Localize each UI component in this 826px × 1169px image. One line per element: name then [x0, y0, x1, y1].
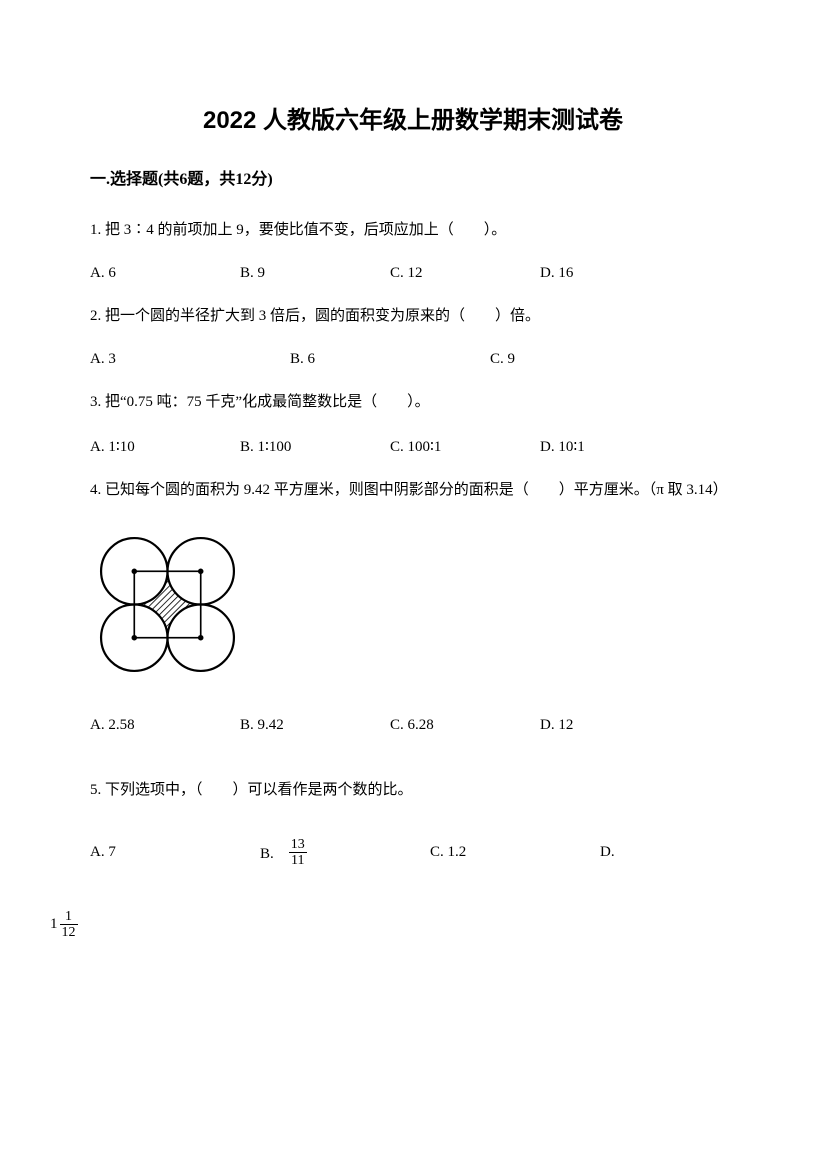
- q5-opt-d-mixed: 1 1 12: [50, 909, 78, 941]
- q5-d-denominator: 12: [60, 925, 78, 940]
- question-2-options: A. 3 B. 6 C. 9: [90, 351, 736, 368]
- q4-opt-d: D. 12: [540, 717, 690, 734]
- q5-b-denominator: 11: [289, 853, 307, 868]
- four-circles-diagram: [90, 527, 245, 682]
- q3-opt-b: B. 1∶100: [240, 437, 390, 456]
- question-1-options: A. 6 B. 9 C. 12 D. 16: [90, 265, 736, 282]
- question-2-text: 2. 把一个圆的半径扩大到 3 倍后，圆的面积变为原来的（ ）倍。: [90, 300, 736, 333]
- page-title: 2022 人教版六年级上册数学期末测试卷: [90, 100, 736, 135]
- question-4-options: A. 2.58 B. 9.42 C. 6.28 D. 12: [90, 717, 736, 734]
- question-3-text: 3. 把“0.75 吨：75 千克”化成最简整数比是（ ）。: [90, 386, 736, 419]
- question-1-text: 1. 把 3∶4 的前项加上 9，要使比值不变，后项应加上（ ）。: [90, 214, 736, 247]
- q5-opt-c: C. 1.2: [430, 844, 600, 861]
- q2-opt-a: A. 3: [90, 351, 290, 368]
- q2-opt-b: B. 6: [290, 351, 490, 368]
- q5-opt-d-fraction: 1 12: [60, 909, 78, 941]
- q3-opt-d: D. 10∶1: [540, 437, 690, 456]
- question-5-text: 5. 下列选项中，（ ）可以看作是两个数的比。: [90, 774, 736, 807]
- q2-opt-c: C. 9: [490, 351, 690, 368]
- q1-opt-d: D. 16: [540, 265, 690, 282]
- question-1: 1. 把 3∶4 的前项加上 9，要使比值不变，后项应加上（ ）。: [90, 214, 736, 247]
- question-4: 4. 已知每个圆的面积为 9.42 平方厘米，则图中阴影部分的面积是（ ）平方厘…: [90, 474, 736, 507]
- q4-opt-a: A. 2.58: [90, 717, 240, 734]
- question-3: 3. 把“0.75 吨：75 千克”化成最简整数比是（ ）。: [90, 386, 736, 419]
- question-3-options: A. 1∶10 B. 1∶100 C. 100∶1 D. 10∶1: [90, 437, 736, 456]
- q5-opt-a: A. 7: [90, 844, 260, 861]
- q5-opt-d: D.: [600, 844, 770, 861]
- q5-opt-b: B. 13 11: [260, 837, 430, 869]
- question-2: 2. 把一个圆的半径扩大到 3 倍后，圆的面积变为原来的（ ）倍。: [90, 300, 736, 333]
- q1-opt-a: A. 6: [90, 265, 240, 282]
- q3-opt-c: C. 100∶1: [390, 437, 540, 456]
- q1-opt-b: B. 9: [240, 265, 390, 282]
- question-4-text: 4. 已知每个圆的面积为 9.42 平方厘米，则图中阴影部分的面积是（ ）平方厘…: [90, 474, 736, 507]
- q5-opt-b-prefix: B.: [260, 842, 289, 863]
- q3-opt-a: A. 1∶10: [90, 437, 240, 456]
- q4-opt-b: B. 9.42: [240, 717, 390, 734]
- q5-d-whole: 1: [50, 916, 58, 933]
- q5-b-numerator: 13: [289, 837, 307, 853]
- question-5-options: A. 7 B. 13 11 C. 1.2 D.: [90, 837, 736, 869]
- q5-opt-b-fraction: 13 11: [289, 837, 307, 869]
- section-heading: 一.选择题(共6题，共12分): [90, 165, 736, 189]
- q5-d-numerator: 1: [60, 909, 78, 925]
- question-4-figure: [90, 527, 736, 687]
- q4-opt-c: C. 6.28: [390, 717, 540, 734]
- q5-opt-d-fraction-wrap: 1 1 12: [50, 909, 736, 941]
- question-5: 5. 下列选项中，（ ）可以看作是两个数的比。: [90, 774, 736, 807]
- q1-opt-c: C. 12: [390, 265, 540, 282]
